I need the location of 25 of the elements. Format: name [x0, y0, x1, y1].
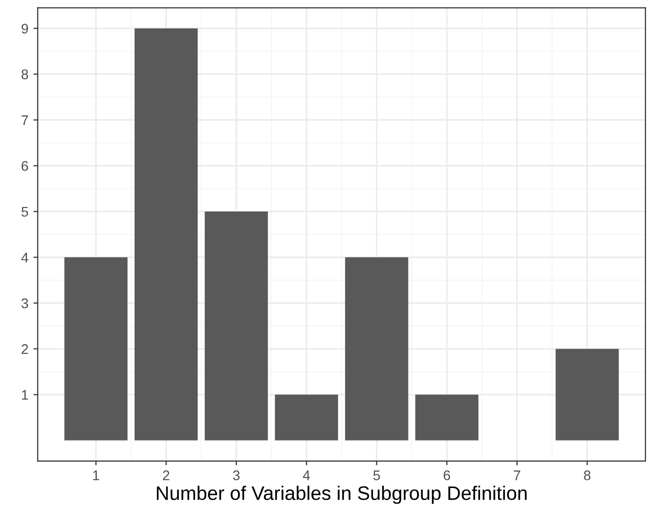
bar: [274, 394, 338, 440]
bar: [134, 28, 198, 440]
bar: [64, 257, 128, 440]
x-tick-label: 7: [514, 470, 520, 480]
y-tick-label: 7: [22, 115, 28, 125]
y-tick-label: 6: [22, 161, 28, 171]
bar: [204, 212, 268, 440]
x-tick-label: 6: [444, 470, 450, 480]
x-tick-label: 4: [302, 470, 310, 480]
y-tick-label: 1: [22, 390, 28, 400]
x-tick-label: 2: [162, 470, 170, 480]
x-axis-title: Number of Variables in Subgroup Definition: [156, 486, 527, 504]
x-tick-label: 3: [232, 470, 240, 480]
y-tick-label: 4: [21, 252, 28, 262]
bar: [345, 257, 408, 440]
x-tick-label: 5: [373, 470, 380, 480]
x-tick-label: 8: [584, 470, 590, 480]
y-tick-label: 3: [21, 298, 28, 308]
bar: [415, 394, 478, 440]
y-tick-label: 8: [22, 69, 28, 80]
y-tick-label: 2: [22, 344, 28, 354]
bar: [556, 348, 619, 440]
y-tick-label: 5: [22, 206, 28, 217]
x-tick-label: 1: [93, 470, 100, 480]
y-tick-label: 9: [22, 24, 28, 34]
